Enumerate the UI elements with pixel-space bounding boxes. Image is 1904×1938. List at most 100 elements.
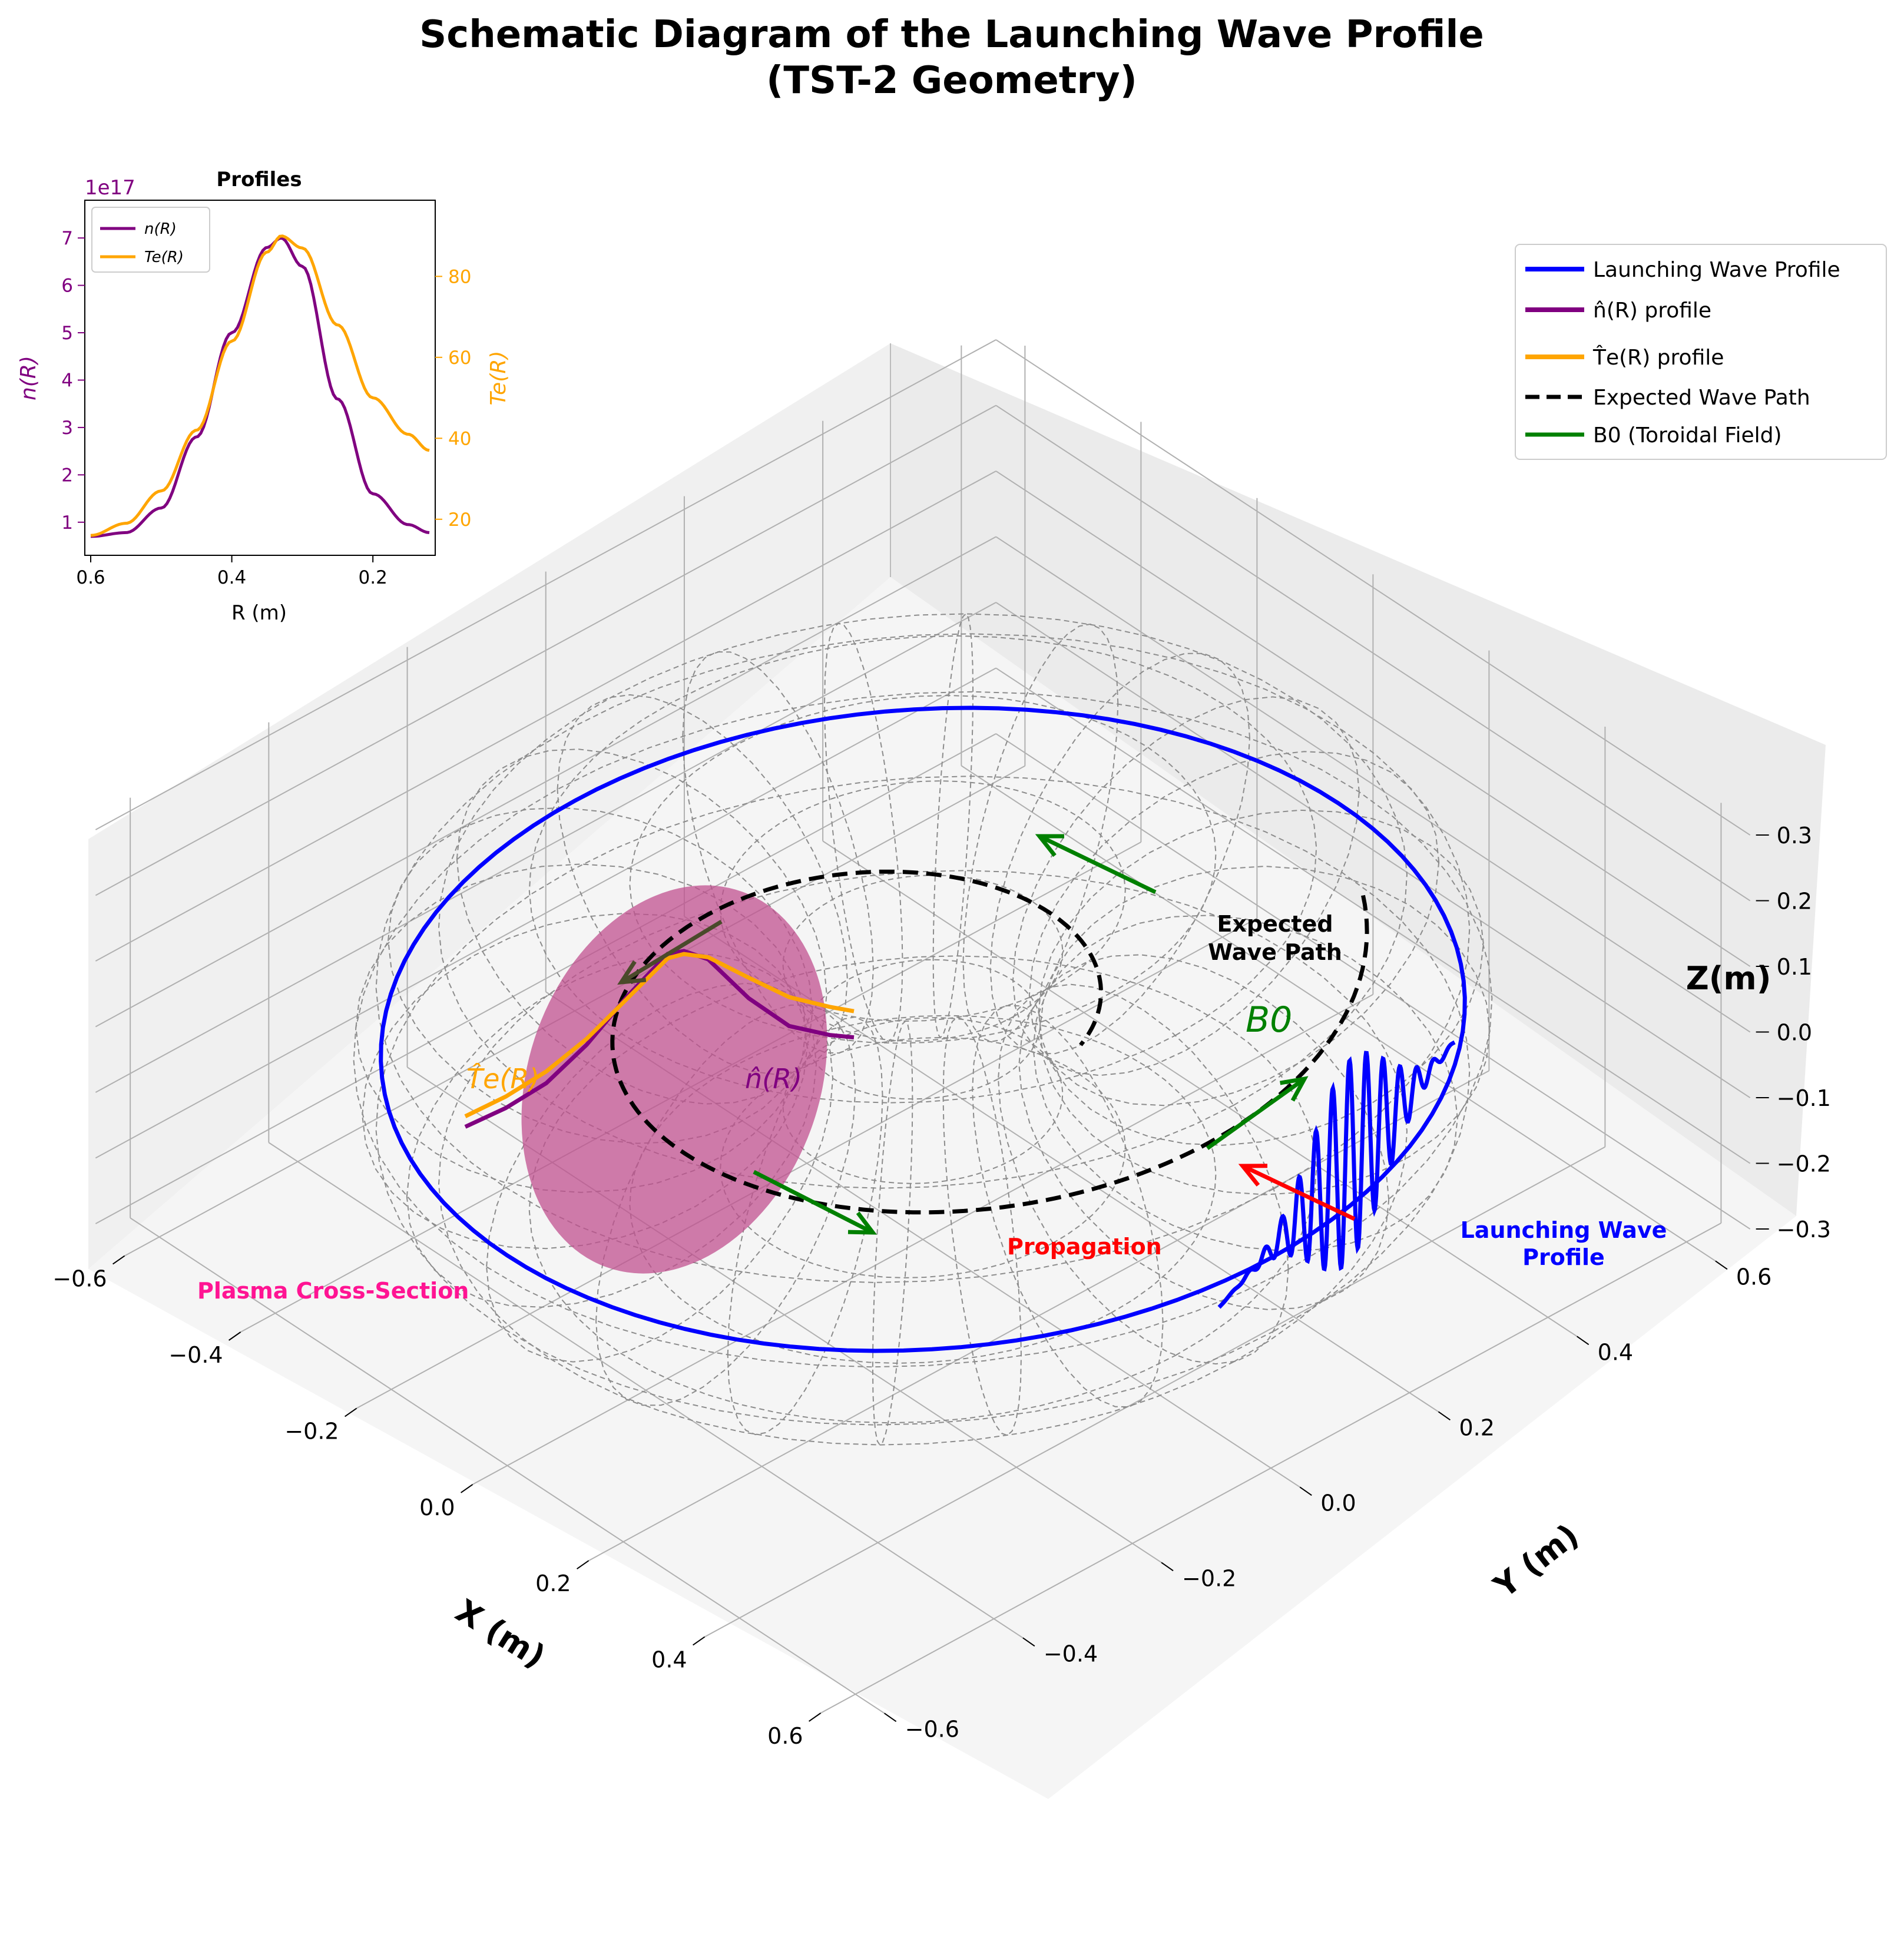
te-hat-annotation: T̂e(R) [466, 1063, 539, 1095]
inset-ylabel-right: Te(R) [486, 351, 511, 406]
inset-te-curve [90, 234, 430, 537]
z-tick-4: 0.1 [1777, 954, 1812, 980]
x-tick-1: −0.4 [168, 1342, 223, 1368]
inset-yl-tick-0: 1 [61, 512, 73, 534]
inset-yr-tick-0: 20 [448, 509, 471, 531]
grid-z-left-1 [95, 667, 996, 1159]
torus-meridian-0 [997, 983, 1289, 1365]
b0-annotation: B0 [1246, 999, 1292, 1041]
y-tick-5: 0.4 [1598, 1339, 1633, 1365]
grid-z-right-5 [995, 405, 1751, 902]
b0-arrow-front [753, 1170, 878, 1235]
z-tick-1: −0.2 [1777, 1151, 1831, 1177]
plasma-cross-section [521, 885, 827, 1274]
grid-z-right-4 [995, 471, 1751, 967]
x-tick-4: 0.2 [535, 1571, 571, 1596]
inset-yr-tick-3: 80 [448, 266, 471, 287]
inset-n-curve [90, 236, 430, 538]
grid-lines [95, 339, 1751, 1714]
inset-x-tick-2: 0.2 [359, 567, 388, 588]
torus-parallel-13 [375, 776, 1471, 1426]
grid-z-left-3 [95, 536, 996, 1028]
torus-parallel-1 [375, 633, 1471, 1283]
torus-meridian-5 [1028, 751, 1440, 1107]
x-tick-0: −0.6 [52, 1266, 107, 1292]
propagation-arrow [1238, 1164, 1356, 1221]
z-tick-0: −0.3 [1777, 1217, 1831, 1243]
inset-ylabel-left: n(R) [16, 356, 41, 400]
x-tick-5: 0.4 [651, 1647, 687, 1673]
inset-title: Profiles [216, 168, 302, 191]
inset-x-tick-0: 0.6 [76, 567, 105, 588]
x-tick-6: 0.6 [767, 1723, 803, 1749]
grid-z-left-5 [95, 405, 996, 896]
grid-z-right-3 [995, 536, 1751, 1033]
inset-x-tick-1: 0.4 [217, 567, 246, 588]
inset-yl-tick-5: 6 [61, 276, 73, 297]
x-tick-3: 0.0 [419, 1495, 455, 1520]
axes-panes [88, 343, 1826, 1799]
n-hat-profile [464, 949, 855, 1129]
inset-yl-tick-6: 7 [61, 228, 73, 249]
grid-x-floor-5 [704, 1146, 1605, 1638]
axis-ticks: −0.6 −0.4 −0.2 0.0 0.2 0.4 0.6 −0.6 −0.4 −0.2 0.0 0… [52, 823, 1831, 1749]
chart-title-line2: (TST-2 Geometry) [766, 59, 1137, 102]
plasma-annotation: Plasma Cross-Section [197, 1278, 469, 1304]
inset-profiles: Profiles 0.6 0.4 0.2 1 2 3 4 5 6 7 20 40 60 80 1e17 R… [16, 168, 511, 625]
y-tick-1: −0.4 [1044, 1641, 1098, 1667]
torus-meridian-4 [1038, 809, 1484, 1146]
expected-wave-path [610, 869, 1369, 1215]
z-tick-2: −0.1 [1777, 1085, 1831, 1111]
legend-item-launching: Launching Wave Profile [1593, 258, 1840, 282]
x-axis-label: X (m) [449, 1592, 552, 1675]
y-tick-2: −0.2 [1182, 1565, 1236, 1591]
inset-yl-tick-1: 2 [61, 465, 73, 486]
legend-item-expected: Expected Wave Path [1593, 386, 1810, 410]
grid-y-floor-6 [961, 765, 1716, 1262]
z-tick-3: 0.0 [1777, 1020, 1812, 1046]
legend: Launching Wave Profile n̂(R) profile T̂e… [1515, 244, 1887, 460]
inset-legend-n: n(R) [144, 220, 177, 238]
y-tick-3: 0.0 [1320, 1490, 1356, 1516]
floor-pane [88, 577, 1796, 1799]
y-tick-4: 0.2 [1459, 1414, 1494, 1440]
launch-annotation-line1: Launching Wave [1461, 1217, 1667, 1243]
inset-yr-tick-2: 60 [448, 347, 471, 369]
grid-z-left-0 [95, 733, 996, 1224]
grid-z-left-6 [95, 339, 996, 830]
torus-meridian-8 [962, 623, 1119, 1043]
torus-parallel-7 [804, 959, 1041, 1100]
grid-z-left-2 [95, 602, 996, 1093]
expected-annotation-line2: Wave Path [1208, 939, 1342, 965]
b0-arrow-back [1035, 834, 1157, 895]
y-tick-6: 0.6 [1736, 1264, 1771, 1290]
n-hat-annotation: n̂(R) [745, 1063, 802, 1095]
legend-item-n-hat: n̂(R) profile [1593, 299, 1711, 323]
inset-yr-tick-1: 40 [448, 428, 471, 449]
grid-x-floor-6 [820, 1223, 1721, 1714]
grid-y-floor-5 [822, 840, 1578, 1337]
launching-ring [379, 705, 1467, 1353]
launch-annotation-line2: Profile [1522, 1244, 1605, 1270]
chart-title-line1: Schematic Diagram of the Launching Wave … [419, 13, 1484, 57]
z-tick-5: 0.2 [1777, 889, 1812, 915]
expected-annotation-line1: Expected [1217, 911, 1333, 937]
z-tick-6: 0.3 [1777, 823, 1812, 849]
grid-z-right-6 [995, 339, 1751, 836]
inset-yl-tick-3: 4 [61, 370, 73, 391]
te-hat-profile [464, 952, 855, 1118]
torus-parallel-0 [353, 691, 1493, 1368]
grid-z-right-1 [995, 667, 1751, 1164]
z-axis-label: Z(m) [1686, 960, 1771, 997]
grid-z-right-2 [995, 602, 1751, 1098]
inset-yl-tick-2: 3 [61, 418, 73, 439]
torus-parallel-8 [782, 1017, 1064, 1184]
inset-scale: 1e17 [85, 176, 135, 200]
grid-x-floor-4 [588, 1070, 1489, 1562]
torus-meridian-22 [942, 1016, 1022, 1436]
y-tick-0: −0.6 [905, 1716, 959, 1742]
inset-xlabel: R (m) [231, 601, 287, 625]
b0-arrow-left [617, 920, 723, 985]
grid-z-right-0 [995, 733, 1751, 1230]
